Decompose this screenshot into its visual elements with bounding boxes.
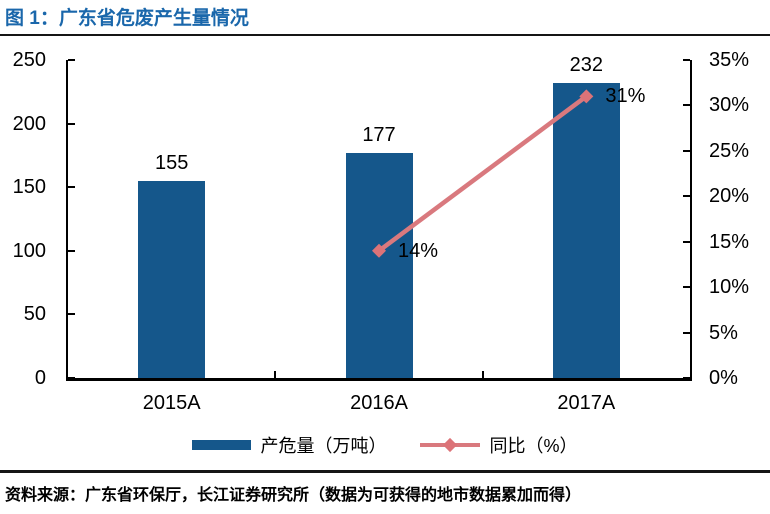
right-axis-tick — [683, 240, 690, 243]
x-axis — [66, 378, 692, 381]
right-axis-tick — [683, 149, 690, 152]
right-axis-tick — [683, 331, 690, 334]
right-axis-tick — [683, 104, 690, 107]
right-axis-tick-label: 15% — [709, 230, 750, 253]
line-series — [372, 89, 594, 258]
bar — [345, 152, 413, 378]
x-axis-label: 2015A — [142, 392, 201, 414]
line-series-swatch — [420, 437, 481, 453]
figure-title: 图 1：广东省危废产生量情况 — [5, 8, 249, 29]
left-axis-tick-label: 200 — [12, 112, 46, 135]
left-axis-tick — [68, 186, 75, 189]
left-axis-tick — [68, 313, 75, 316]
left-axis-tick-label: 150 — [12, 176, 46, 199]
legend-label-bar: 产危量（万吨） — [260, 436, 387, 456]
right-axis-tick-label: 35% — [709, 49, 750, 71]
right-axis-tick-label: 25% — [709, 139, 750, 162]
growth-line — [377, 94, 588, 253]
diamond-marker-icon — [443, 437, 458, 453]
chart-legend: 产危量（万吨） 同比（%） — [0, 433, 770, 457]
right-axis-tick — [683, 377, 690, 379]
right-axis-tick-label: 20% — [709, 185, 750, 208]
left-axis-tick-label: 100 — [12, 239, 46, 262]
right-axis-tick-label: 10% — [709, 276, 750, 299]
bar — [138, 180, 206, 378]
footer-separator-line — [0, 470, 770, 473]
x-axis-tick — [274, 371, 277, 378]
line-value-label: 14% — [398, 239, 439, 262]
bar-series-swatch — [192, 440, 252, 450]
right-axis-tick-label: 0% — [709, 367, 738, 389]
line-value-label: 31% — [605, 85, 646, 108]
right-axis-tick — [683, 286, 690, 289]
x-axis-label: 2017A — [557, 392, 616, 414]
left-axis-tick-label: 50 — [23, 303, 46, 326]
diamond-marker-icon — [372, 243, 386, 258]
title-separator-line — [0, 34, 770, 36]
diamond-marker-icon — [579, 89, 594, 104]
bar-value-label: 232 — [569, 53, 604, 76]
right-axis-tick-label: 5% — [709, 321, 738, 344]
source-note: 资料来源：广东省环保厅，长江证券研究所（数据为可获得的地市数据累加而得） — [5, 487, 582, 504]
y-axis-right — [690, 60, 692, 381]
left-axis-tick-label: 0 — [34, 367, 46, 389]
left-axis-tick — [68, 249, 75, 252]
x-axis-tick — [481, 371, 484, 378]
left-axis-tick — [68, 59, 75, 61]
legend-item-bar: 产危量（万吨） — [192, 432, 386, 458]
legend-item-line: 同比（%） — [420, 432, 578, 458]
left-axis-tick-label: 250 — [12, 49, 46, 71]
y-axis-left — [66, 60, 68, 381]
legend-label-line: 同比（%） — [489, 436, 578, 456]
bar-value-label: 155 — [154, 151, 189, 174]
right-axis-tick-label: 30% — [709, 94, 750, 117]
bar — [552, 82, 620, 378]
right-axis-tick — [683, 59, 690, 61]
left-axis-tick — [68, 122, 75, 125]
left-axis-tick — [68, 377, 75, 379]
right-axis-tick — [683, 195, 690, 198]
x-axis-label: 2016A — [350, 392, 408, 414]
bar-value-label: 177 — [362, 123, 396, 146]
